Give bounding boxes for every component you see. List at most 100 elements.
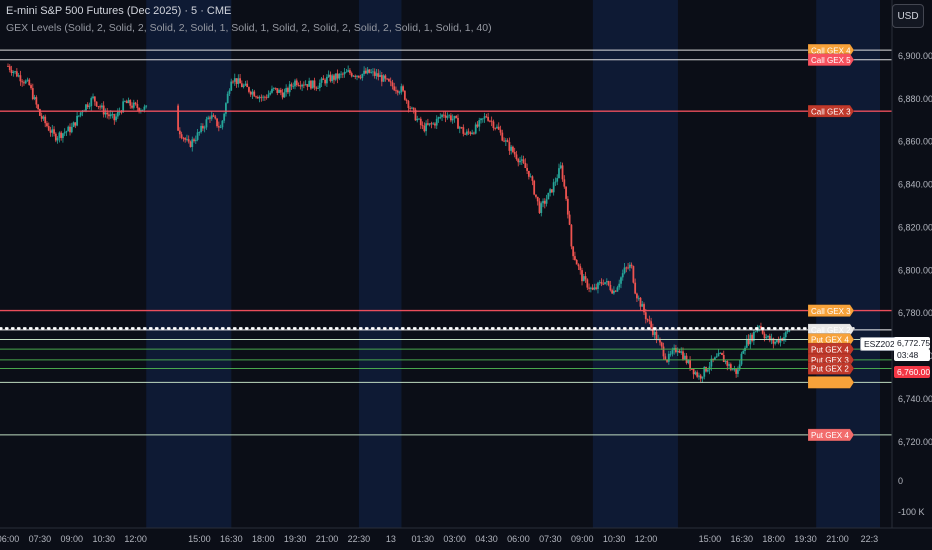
candle [641, 304, 644, 307]
candle [366, 69, 369, 74]
time-tick-label: 01:30 [411, 534, 434, 544]
price-axis[interactable]: 6,900.00 6,880.00 6,860.00 6,840.00 6,820.00… [898, 51, 932, 517]
candle [315, 87, 318, 89]
candle [93, 96, 96, 102]
candle [783, 337, 785, 341]
candle [542, 200, 544, 204]
candle [54, 133, 57, 141]
candle [108, 114, 110, 117]
candle [88, 106, 91, 108]
candle [322, 78, 325, 80]
candle [263, 96, 266, 98]
time-axis[interactable]: 06:00 07:30 09:00 10:30 12:00 15:00 16:30 18:00… [0, 534, 878, 544]
price-tick-label: 6,780.00 [898, 308, 932, 318]
candle [287, 88, 289, 93]
candle [141, 109, 144, 111]
candle [478, 120, 481, 127]
candle [352, 75, 355, 77]
time-tick-label: 21:00 [316, 534, 339, 544]
candle [104, 112, 107, 115]
candle [643, 304, 645, 313]
candle [395, 90, 397, 92]
candle [308, 80, 311, 87]
candle [15, 71, 18, 77]
candle [138, 107, 141, 112]
time-tick-label: 18:00 [252, 534, 275, 544]
candle [47, 126, 50, 131]
candle [380, 75, 383, 82]
candle [497, 126, 500, 130]
candle [389, 81, 392, 83]
candle [434, 123, 436, 126]
time-tick-label: 07:30 [539, 534, 562, 544]
candle [223, 113, 226, 121]
candle [279, 89, 282, 93]
candle [763, 333, 766, 339]
candle [67, 126, 70, 132]
candle [710, 358, 713, 367]
chart-title[interactable]: E-mini S&P 500 Futures (Dec 2025) · 5 · … [6, 5, 232, 17]
volume-tick-label: -100 K [898, 507, 925, 517]
candle [535, 194, 537, 197]
gex-level-tag [807, 362, 855, 375]
currency-button[interactable]: USD [892, 4, 924, 28]
candle [602, 283, 605, 285]
time-tick-label: 12:00 [124, 534, 147, 544]
candle [230, 81, 233, 91]
candle [324, 79, 327, 84]
candle [584, 276, 587, 280]
candle [24, 80, 27, 84]
candle [644, 312, 647, 320]
candle [692, 369, 695, 375]
candle [393, 86, 396, 91]
candle [109, 114, 112, 117]
candle [492, 121, 495, 129]
candle [19, 75, 22, 82]
candle [233, 78, 236, 82]
candle [354, 75, 357, 77]
candle [102, 105, 105, 115]
candle [363, 70, 366, 74]
candle [349, 70, 351, 74]
candle [605, 281, 608, 283]
candle [63, 132, 66, 134]
candle [480, 118, 482, 121]
candle [611, 290, 614, 294]
candle [581, 270, 583, 282]
gex-level-tag-label: Put GEX 3 [811, 356, 849, 365]
candle [411, 107, 413, 109]
candle [628, 264, 631, 268]
candle [416, 118, 419, 121]
candle [265, 97, 268, 99]
candle [527, 170, 530, 177]
candle [237, 78, 240, 84]
candle [100, 105, 103, 108]
candle [60, 132, 63, 138]
candle [494, 128, 497, 129]
gex-level-tag-label: Put GEX 2 [811, 365, 849, 374]
time-tick-label: 19:30 [794, 534, 817, 544]
candle [51, 129, 54, 133]
indicator-legend[interactable]: GEX Levels (Solid, 2, Solid, 2, Solid, 2… [6, 22, 492, 34]
candle [777, 339, 780, 343]
time-tick-label: 06:00 [507, 534, 530, 544]
candle [556, 178, 559, 182]
candle [242, 85, 245, 88]
candle [543, 200, 546, 204]
candle [30, 85, 32, 89]
candle [646, 319, 649, 321]
candle [636, 293, 638, 299]
candle [182, 137, 185, 139]
candle [306, 84, 309, 87]
candle [696, 372, 699, 377]
time-tick-label: 19:30 [284, 534, 307, 544]
candle [689, 360, 691, 369]
symbol-label: ESZ2025 [860, 337, 904, 351]
candle [483, 116, 486, 119]
candle [278, 89, 280, 93]
candle [501, 132, 504, 141]
candle [253, 91, 256, 97]
candle [379, 75, 381, 77]
time-tick-label: 18:00 [762, 534, 785, 544]
